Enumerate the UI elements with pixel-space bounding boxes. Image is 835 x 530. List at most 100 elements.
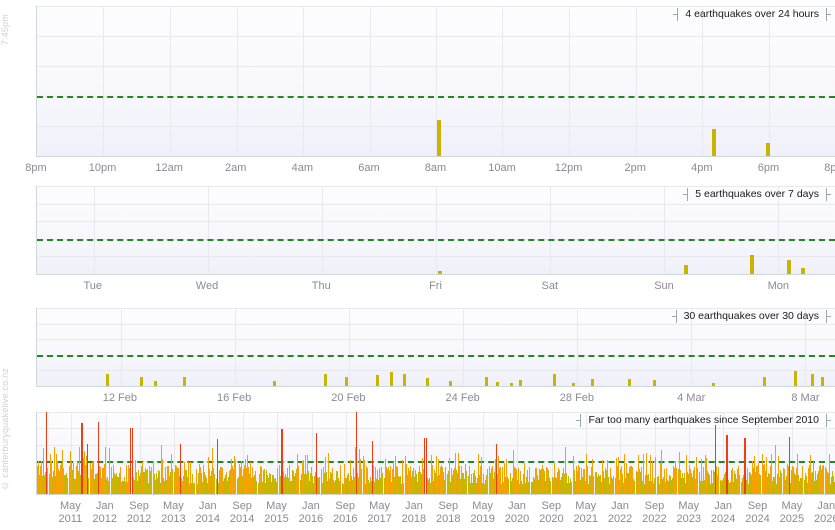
earthquake-bar (789, 482, 791, 494)
earthquake-bar (621, 473, 623, 494)
earthquake-bar (142, 461, 143, 494)
earthquake-bar[interactable] (437, 271, 442, 274)
earthquake-bar (812, 462, 814, 494)
earthquake-bar (649, 481, 651, 494)
earthquake-bar (152, 461, 154, 494)
earthquake-bar (406, 475, 408, 494)
earthquake-bar (684, 483, 686, 494)
earthquake-bar (692, 477, 694, 494)
earthquake-bar (724, 471, 726, 494)
earthquake-bar (168, 465, 170, 494)
earthquake-bar (130, 427, 132, 494)
x-axis-tick-label: Sep 2024 (745, 500, 770, 525)
chart-panel-7-days[interactable]: 2345675 earthquakes over 7 days Tue Wed Thu… (0, 186, 835, 304)
earthquake-bar[interactable] (183, 376, 187, 386)
earthquake-bar (689, 465, 691, 494)
x-axis-tick-label: 4pm (691, 162, 713, 174)
x-axis-tick-label: 8 Mar (791, 392, 820, 404)
earthquake-bar (434, 472, 436, 494)
earthquake-bar[interactable] (436, 120, 441, 156)
earthquake-bar[interactable] (766, 142, 771, 156)
earthquake-bar[interactable] (403, 374, 407, 386)
earthquake-bar (784, 480, 786, 494)
earthquake-bar (578, 467, 580, 494)
earthquake-bar (43, 448, 45, 494)
gridline-vertical (436, 6, 437, 156)
x-axis-tick-label: 12 Feb (102, 392, 138, 404)
earthquake-bar[interactable] (345, 376, 349, 386)
gridline-vertical (139, 412, 141, 494)
earthquake-bar (787, 466, 789, 494)
earthquake-bar[interactable] (105, 374, 109, 386)
earthquake-bar (235, 459, 237, 494)
earthquake-bar (606, 470, 608, 494)
earthquake-bar (85, 465, 87, 494)
earthquake-bar (254, 475, 256, 494)
earthquake-bar[interactable] (154, 381, 158, 386)
earthquake-bar[interactable] (484, 376, 488, 386)
earthquake-bar (416, 473, 418, 494)
chart-panel-30-days[interactable]: 23456730 earthquakes over 30 days 12 Feb 1… (0, 308, 835, 416)
earthquake-bar (359, 448, 361, 494)
earthquake-bar (426, 478, 428, 494)
earthquake-bar[interactable] (376, 375, 380, 386)
earthquake-bar[interactable] (684, 265, 689, 274)
earthquake-bar (565, 446, 567, 494)
earthquake-bar (440, 467, 442, 494)
earthquake-bar (385, 467, 387, 494)
earthquake-bar[interactable] (448, 380, 452, 386)
earthquake-bar (278, 465, 280, 494)
earthquake-bar[interactable] (552, 373, 556, 386)
earthquake-bar[interactable] (627, 378, 631, 386)
earthquake-bar (396, 466, 398, 494)
earthquake-bar[interactable] (495, 382, 499, 386)
earthquake-bar[interactable] (510, 382, 514, 386)
earthquake-bar (155, 472, 157, 494)
chart-panel-24-hours[interactable]: 2345674 earthquakes over 24 hours 8pm 10pm… (0, 6, 835, 186)
earthquake-bar[interactable] (324, 374, 328, 386)
earthquake-bar[interactable] (787, 259, 792, 274)
earthquake-bar[interactable] (749, 254, 754, 274)
earthquake-bar[interactable] (571, 382, 575, 386)
earthquake-bar[interactable] (800, 267, 805, 274)
earthquake-bar (209, 468, 211, 494)
earthquake-bar (383, 477, 385, 494)
earthquake-bar (523, 474, 525, 494)
earthquake-bar (177, 468, 179, 494)
earthquake-bar (446, 473, 448, 494)
x-axis-tick-label: May 2017 (367, 500, 392, 525)
earthquake-bar (742, 475, 744, 494)
earthquake-bar (354, 476, 356, 494)
earthquake-bar[interactable] (763, 376, 767, 386)
earthquake-bar (202, 465, 204, 494)
earthquake-bar (377, 469, 379, 494)
earthquake-bar[interactable] (712, 382, 716, 386)
earthquake-bar (234, 456, 236, 494)
earthquake-bar (381, 467, 383, 494)
earthquake-bar[interactable] (389, 371, 393, 386)
earthquake-bar (345, 477, 347, 494)
earthquake-bar (428, 477, 430, 494)
earthquake-bar (73, 478, 75, 494)
earthquake-bar[interactable] (139, 377, 143, 386)
earthquake-bar (680, 478, 682, 494)
earthquake-bar[interactable] (653, 379, 657, 386)
earthquake-bar[interactable] (273, 381, 277, 386)
earthquake-bar (106, 478, 108, 494)
earthquake-bar[interactable] (518, 379, 522, 386)
earthquake-bar (238, 463, 240, 494)
earthquake-bar[interactable] (793, 371, 797, 386)
earthquake-bar (52, 470, 54, 494)
earthquake-bar (333, 480, 335, 494)
earthquake-bar[interactable] (590, 378, 594, 386)
x-axis-tick-label: 6am (358, 162, 380, 174)
gridline-vertical (620, 412, 622, 494)
earthquake-bar[interactable] (820, 376, 824, 386)
earthquake-bar[interactable] (712, 129, 717, 156)
earthquake-bar (576, 471, 578, 494)
chart-panel-since-2010[interactable]: 234567Far too many earthquakes since Sep… (0, 412, 835, 525)
earthquake-bar (442, 467, 444, 494)
earthquake-bar[interactable] (811, 373, 815, 386)
earthquake-bar (77, 470, 79, 494)
earthquake-bar[interactable] (426, 378, 430, 386)
